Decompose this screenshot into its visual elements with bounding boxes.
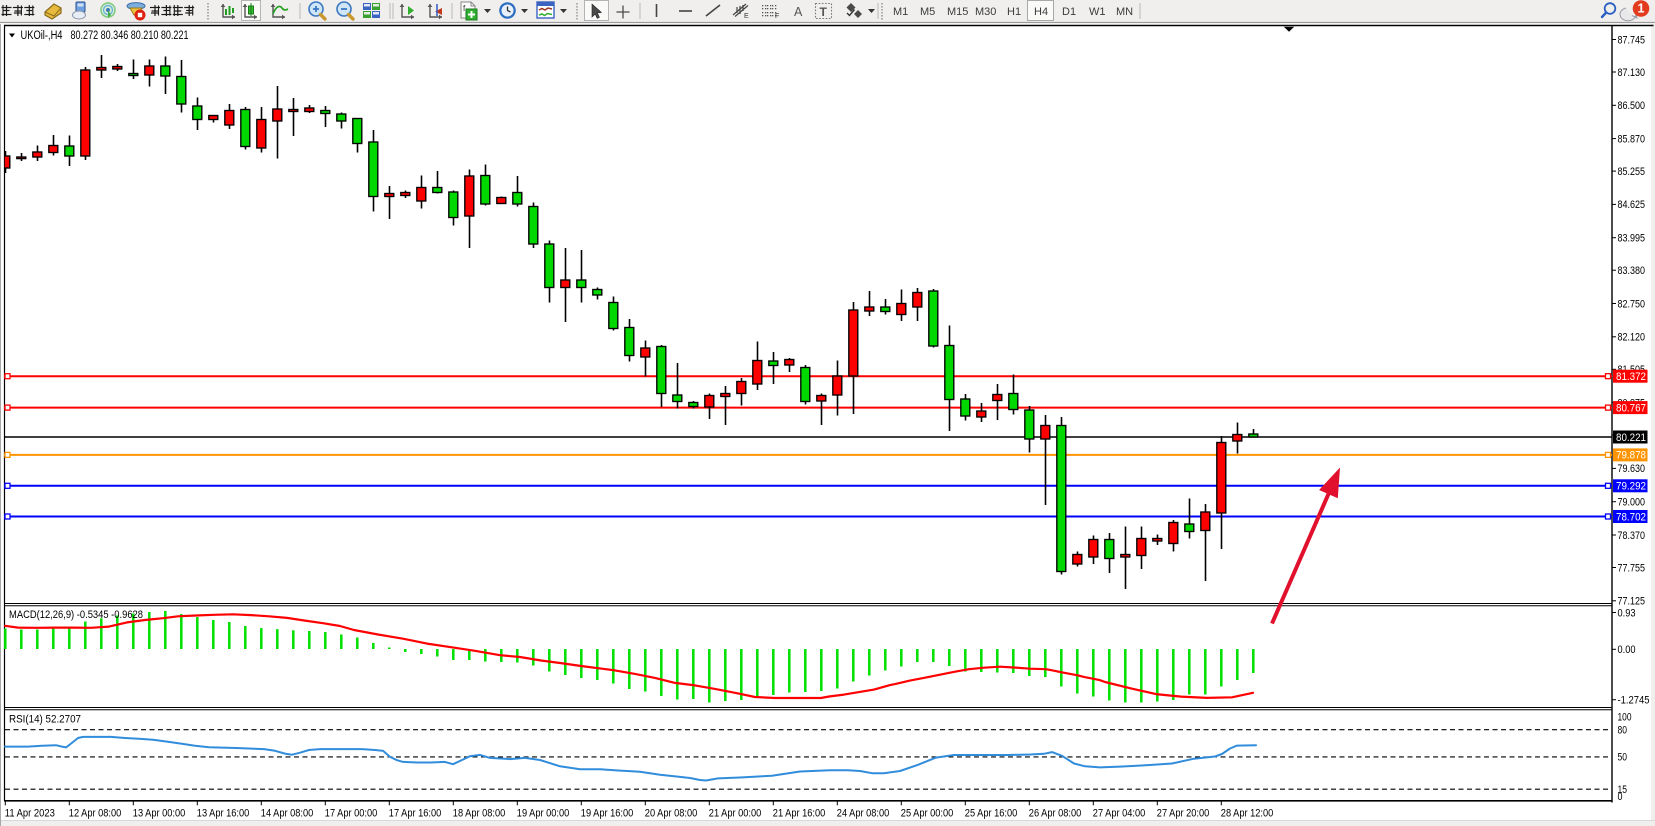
svg-text:79.292: 79.292 [1616,481,1646,493]
svg-text:14 Apr 08:00: 14 Apr 08:00 [261,808,314,820]
svg-text:80: 80 [1618,725,1628,737]
svg-text:17 Apr 16:00: 17 Apr 16:00 [389,808,442,820]
svg-text:87.745: 87.745 [1618,34,1646,46]
svg-text:M5: M5 [920,6,935,18]
svg-text:79.000: 79.000 [1618,496,1646,508]
svg-text:M15: M15 [947,6,968,18]
svg-text:25 Apr 00:00: 25 Apr 00:00 [901,808,954,820]
svg-text:1: 1 [1638,2,1645,16]
svg-text:81.372: 81.372 [1616,371,1646,383]
svg-text:83.995: 83.995 [1618,232,1646,244]
svg-text:19 Apr 16:00: 19 Apr 16:00 [581,808,634,820]
svg-text:0: 0 [1618,791,1623,803]
svg-text:M30: M30 [975,6,996,18]
svg-text:28 Apr 12:00: 28 Apr 12:00 [1221,808,1274,820]
svg-text:f: f [463,4,466,13]
svg-text:A: A [794,5,803,19]
svg-text:T: T [820,5,828,19]
svg-text:0.00: 0.00 [1618,644,1636,656]
svg-text:12 Apr 08:00: 12 Apr 08:00 [69,808,122,820]
svg-text:27 Apr 20:00: 27 Apr 20:00 [1157,808,1210,820]
svg-text:21 Apr 00:00: 21 Apr 00:00 [709,808,762,820]
svg-text:20 Apr 08:00: 20 Apr 08:00 [645,808,698,820]
svg-text:87.130: 87.130 [1618,67,1646,79]
svg-text:UKOil-,H4: UKOil-,H4 [21,30,63,42]
svg-text:21 Apr 16:00: 21 Apr 16:00 [773,808,826,820]
svg-text:82.120: 82.120 [1618,332,1646,344]
svg-text:11 Apr 2023: 11 Apr 2023 [5,808,55,820]
svg-text:19 Apr 00:00: 19 Apr 00:00 [517,808,570,820]
svg-text:79.878: 79.878 [1616,450,1646,462]
svg-text:M1: M1 [893,6,908,18]
svg-text:27 Apr 04:00: 27 Apr 04:00 [1093,808,1146,820]
svg-text:80.767: 80.767 [1616,402,1646,414]
svg-text:H4: H4 [1034,6,1048,18]
svg-text:H1: H1 [1007,6,1021,18]
svg-text:78.370: 78.370 [1618,530,1646,542]
svg-text:24 Apr 08:00: 24 Apr 08:00 [837,808,890,820]
svg-text:E: E [744,13,749,20]
svg-text:77.755: 77.755 [1618,562,1646,574]
svg-text:MACD(12,26,9) -0.5345 -0.9628: MACD(12,26,9) -0.5345 -0.9628 [9,609,143,621]
svg-text:82.750: 82.750 [1618,298,1646,310]
svg-text:84.625: 84.625 [1618,199,1646,211]
svg-text:13 Apr 16:00: 13 Apr 16:00 [197,808,250,820]
svg-text:17 Apr 00:00: 17 Apr 00:00 [325,808,378,820]
svg-text:86.500: 86.500 [1618,100,1646,112]
svg-text:85.870: 85.870 [1618,133,1646,145]
svg-text:W1: W1 [1089,6,1106,18]
svg-text:D1: D1 [1062,6,1076,18]
svg-text:26 Apr 08:00: 26 Apr 08:00 [1029,808,1082,820]
svg-text:79.630: 79.630 [1618,463,1646,475]
svg-text:-1.2745: -1.2745 [1618,695,1650,707]
svg-text:80.221: 80.221 [1616,432,1646,444]
svg-text:15: 15 [1618,784,1628,796]
svg-text:85.255: 85.255 [1618,166,1646,178]
svg-text:F: F [775,13,779,20]
svg-text:80.272 80.346 80.210 80.221: 80.272 80.346 80.210 80.221 [71,30,189,42]
svg-text:100: 100 [1618,711,1632,723]
svg-text:78.702: 78.702 [1616,511,1646,523]
svg-text:25 Apr 16:00: 25 Apr 16:00 [965,808,1018,820]
svg-text:MN: MN [1116,6,1133,18]
svg-text:77.125: 77.125 [1618,596,1646,608]
svg-text:RSI(14) 52.2707: RSI(14) 52.2707 [9,714,81,726]
svg-text:83.380: 83.380 [1618,265,1646,277]
svg-text:50: 50 [1618,752,1628,764]
svg-text:18 Apr 08:00: 18 Apr 08:00 [453,808,506,820]
svg-text:0.93: 0.93 [1618,607,1636,619]
svg-text:13 Apr 00:00: 13 Apr 00:00 [133,808,186,820]
